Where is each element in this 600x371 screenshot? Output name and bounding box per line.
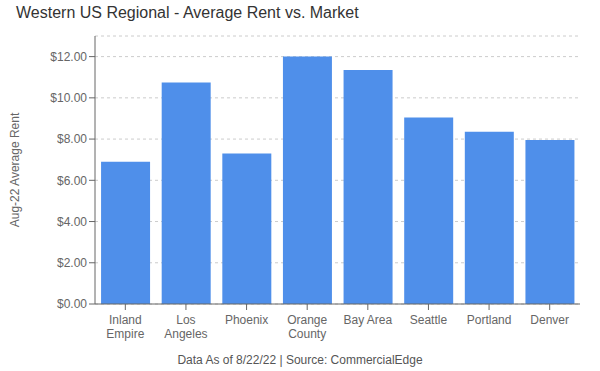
svg-text:Aug-22 Average Rent: Aug-22 Average Rent [8, 112, 22, 227]
svg-text:Phoenix: Phoenix [225, 313, 268, 327]
svg-text:Seattle: Seattle [410, 313, 448, 327]
svg-text:$8.00: $8.00 [57, 132, 87, 146]
svg-text:Portland: Portland [467, 313, 512, 327]
html-text:Data As of 8/22/22 | Source: C: Data As of 8/22/22 | Source: CommercialE… [177, 353, 423, 367]
svg-text:Bay Area: Bay Area [343, 313, 392, 327]
html-text:Western US Regional - Average: Western US Regional - Average Rent vs. M… [16, 4, 359, 21]
svg-text:$6.00: $6.00 [57, 174, 87, 188]
svg-text:$12.00: $12.00 [50, 50, 87, 64]
svg-text:OrangeCounty: OrangeCounty [287, 313, 327, 341]
svg-text:$4.00: $4.00 [57, 215, 87, 229]
svg-text:$10.00: $10.00 [50, 91, 87, 105]
svg-text:$0.00: $0.00 [57, 297, 87, 311]
svg-text:Denver: Denver [530, 313, 569, 327]
svg-text:InlandEmpire: InlandEmpire [106, 313, 144, 341]
svg-text:LosAngeles: LosAngeles [164, 313, 207, 341]
svg-text:$2.00: $2.00 [57, 256, 87, 270]
